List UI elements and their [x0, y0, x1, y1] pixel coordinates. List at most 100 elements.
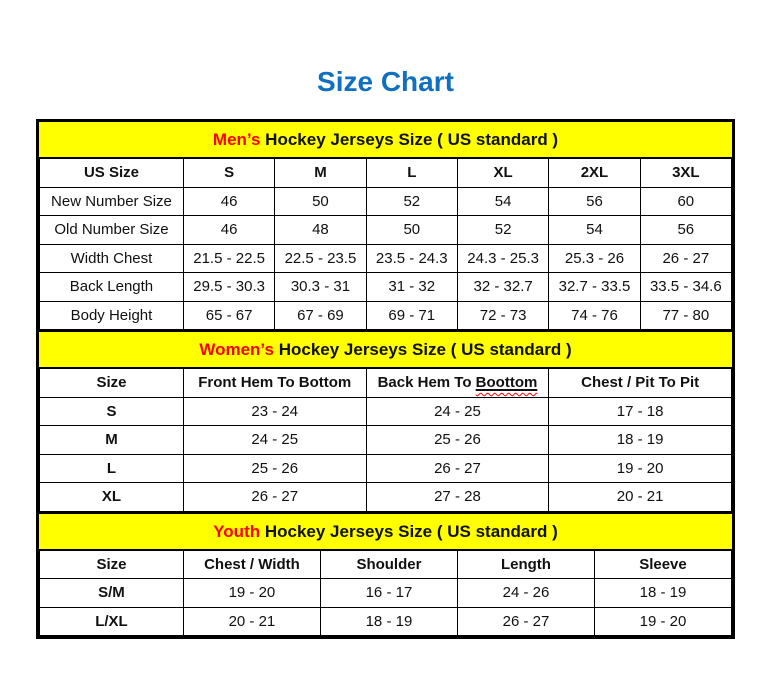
data-cell: 18 - 19: [548, 425, 732, 455]
data-cell: 52: [365, 186, 458, 216]
data-cell: 67 - 69: [274, 300, 367, 330]
data-cell: 26 - 27: [365, 453, 550, 483]
column-header-cell: XL: [456, 158, 550, 188]
row-label-cell: M: [39, 425, 184, 455]
column-header-row: US Size S M L XL 2XL 3XL: [39, 158, 733, 188]
data-cell: 29.5 - 30.3: [182, 272, 276, 302]
data-cell: 24 - 26: [456, 578, 595, 608]
column-header-cell: Front Hem To Bottom: [182, 368, 367, 398]
table-row: Back Length 29.5 - 30.3 30.3 - 31 31 - 32 32…: [39, 272, 733, 302]
data-cell: 50: [274, 186, 367, 216]
data-cell: 52: [456, 215, 550, 245]
data-cell: 26 - 27: [639, 243, 733, 273]
column-header-cell: Size: [39, 368, 184, 398]
youth-table: Size Chest / Width Shoulder Length Sleeve S/M…: [39, 549, 733, 637]
section-title-mens: Men’s Hockey Jerseys Size ( US standard …: [39, 122, 732, 158]
column-header-cell: Chest / Width: [182, 549, 321, 579]
data-cell: 18 - 19: [593, 578, 733, 608]
section-title-youth: Youth Hockey Jerseys Size ( US standard …: [39, 511, 732, 550]
size-chart: Men’s Hockey Jerseys Size ( US standard …: [36, 119, 735, 639]
row-label-cell: S: [39, 396, 184, 426]
section-title-accent: Women’s: [199, 340, 274, 359]
data-cell: 19 - 20: [593, 606, 733, 636]
section-title-accent: Men’s: [212, 130, 261, 149]
data-cell: 56: [639, 215, 733, 245]
section-title-womens: Women’s Hockey Jerseys Size ( US standar…: [39, 330, 732, 368]
data-cell: 17 - 18: [548, 396, 732, 426]
column-header-cell: S: [182, 158, 276, 188]
data-cell: 25.3 - 26: [548, 243, 641, 273]
misspelled-word-underline: Boottom: [475, 374, 538, 391]
row-label-cell: S/M: [39, 578, 184, 608]
table-row: Old Number Size 46 48 50 52 54 56: [39, 215, 733, 245]
data-cell: 20 - 21: [548, 482, 732, 512]
misspelled-word: Boottom: [476, 374, 538, 391]
table-row: Body Height 65 - 67 67 - 69 69 - 71 72 - 73 7…: [39, 300, 733, 330]
data-cell: 24.3 - 25.3: [456, 243, 550, 273]
row-label-cell: L: [39, 453, 184, 483]
column-header-cell: Length: [456, 549, 595, 579]
row-label-cell: Body Height: [39, 300, 184, 330]
data-cell: 19 - 20: [182, 578, 321, 608]
data-cell: 60: [639, 186, 733, 216]
data-cell: 32 - 32.7: [456, 272, 550, 302]
row-label-cell: L/XL: [39, 606, 184, 636]
data-cell: 25 - 26: [365, 425, 550, 455]
mens-table: US Size S M L XL 2XL 3XL New Number Size 46 50 52 5…: [39, 158, 733, 330]
data-cell: 32.7 - 33.5: [548, 272, 641, 302]
data-cell: 25 - 26: [182, 453, 367, 483]
data-cell: 46: [182, 215, 276, 245]
table-row: Width Chest 21.5 - 22.5 22.5 - 23.5 23.5 - …: [39, 243, 733, 273]
column-header-cell: Back Hem To Boottom: [365, 368, 550, 398]
row-label-cell: Width Chest: [39, 243, 184, 273]
data-cell: 21.5 - 22.5: [182, 243, 276, 273]
data-cell: 26 - 27: [456, 606, 595, 636]
column-header-cell: Shoulder: [319, 549, 458, 579]
column-header-cell: L: [365, 158, 458, 188]
column-header-cell: Chest / Pit To Pit: [548, 368, 732, 398]
table-row: L/XL 20 - 21 18 - 19 26 - 27 19 - 20: [39, 606, 733, 636]
data-cell: 24 - 25: [182, 425, 367, 455]
table-row: S 23 - 24 24 - 25 17 - 18: [39, 396, 732, 426]
table-row: M 24 - 25 25 - 26 18 - 19: [39, 425, 732, 455]
table-row: New Number Size 46 50 52 54 56 60: [39, 186, 733, 216]
data-cell: 54: [456, 186, 550, 216]
page-title: Size Chart: [317, 66, 454, 97]
column-header-cell: Sleeve: [593, 549, 733, 579]
row-label-cell: Back Length: [39, 272, 184, 302]
data-cell: 46: [182, 186, 276, 216]
data-cell: 22.5 - 23.5: [274, 243, 367, 273]
data-cell: 69 - 71: [365, 300, 458, 330]
data-cell: 48: [274, 215, 367, 245]
column-header-cell: US Size: [39, 158, 184, 188]
data-cell: 74 - 76: [548, 300, 641, 330]
data-cell: 72 - 73: [456, 300, 550, 330]
column-header-cell: Size: [39, 549, 184, 579]
row-label-cell: New Number Size: [39, 186, 184, 216]
column-header-row: Size Front Hem To Bottom Back Hem To Boott…: [39, 368, 732, 398]
column-header-cell: 2XL: [548, 158, 641, 188]
data-cell: 18 - 19: [319, 606, 458, 636]
data-cell: 26 - 27: [182, 482, 367, 512]
column-header-cell: 3XL: [639, 158, 733, 188]
section-title-accent: Youth: [213, 521, 261, 541]
column-header-cell: M: [274, 158, 367, 188]
womens-table: Size Front Hem To Bottom Back Hem To Boott…: [39, 368, 732, 512]
data-cell: 23 - 24: [182, 396, 367, 426]
data-cell: 16 - 17: [319, 578, 458, 608]
table-row: S/M 19 - 20 16 - 17 24 - 26 18 - 19: [39, 578, 733, 608]
data-cell: 23.5 - 24.3: [365, 243, 458, 273]
table-row: L 25 - 26 26 - 27 19 - 20: [39, 453, 732, 483]
data-cell: 31 - 32: [365, 272, 458, 302]
data-cell: 20 - 21: [182, 606, 321, 636]
data-cell: 19 - 20: [548, 453, 732, 483]
data-cell: 65 - 67: [182, 300, 276, 330]
column-header-row: Size Chest / Width Shoulder Length Sleeve: [39, 549, 733, 579]
row-label-cell: Old Number Size: [39, 215, 184, 245]
data-cell: 24 - 25: [365, 396, 550, 426]
data-cell: 54: [548, 215, 641, 245]
data-cell: 56: [548, 186, 641, 216]
table-row: XL 26 - 27 27 - 28 20 - 21: [39, 482, 732, 512]
row-label-cell: XL: [39, 482, 184, 512]
data-cell: 33.5 - 34.6: [639, 272, 733, 302]
